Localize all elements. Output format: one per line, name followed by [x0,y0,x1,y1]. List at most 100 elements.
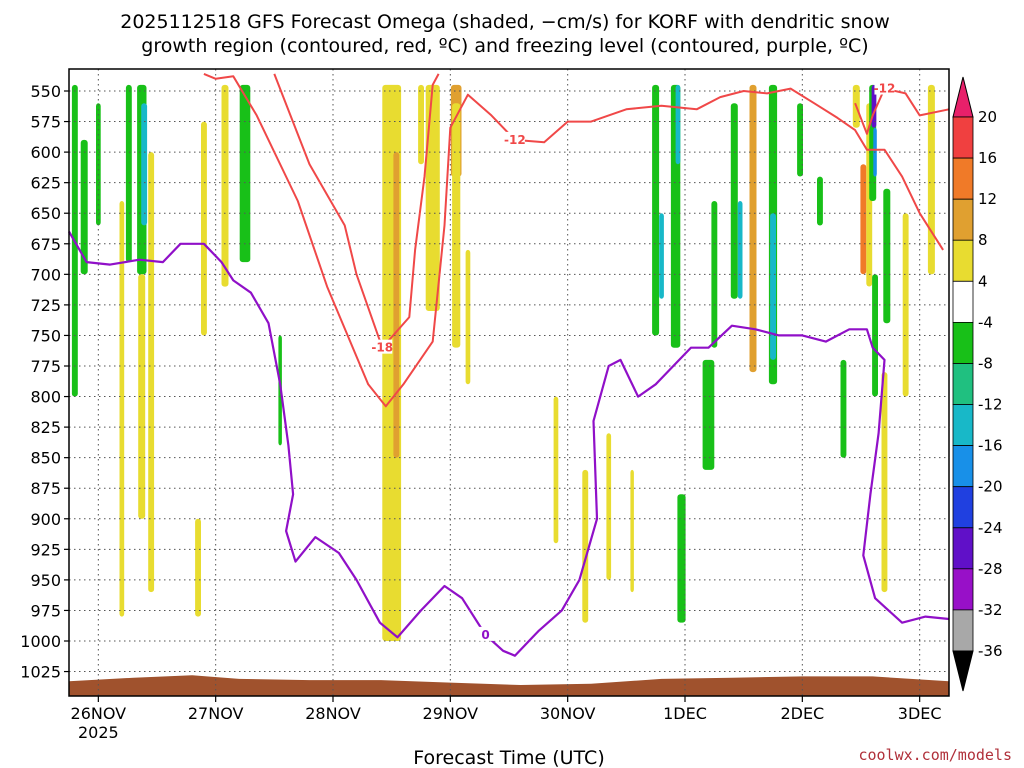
omega-cell [652,84,660,336]
surface-fill [69,675,949,696]
contour-label: -18 [371,341,393,355]
freezing-level-contour: 0 [68,231,950,657]
colorbar-label: 4 [978,272,988,290]
omega-cell [221,84,229,287]
colorbar-swatch [952,363,974,405]
omega-cell [452,103,461,348]
colorbar-label: -28 [978,560,1003,578]
colorbar-swatch [952,486,974,529]
x-tick-label: 29NOV [423,704,479,723]
omega-cell [119,201,125,617]
y-tick-label: 1000 [20,632,61,651]
omega-shading [71,84,935,641]
omega-cell [881,372,888,593]
y-tick-label: 625 [30,174,61,193]
omega-cell [677,494,686,623]
contour-label-bg [372,339,393,354]
x-axis-label: Forecast Time (UTC) [413,747,604,768]
x-tick-label: 26NOV [71,704,127,723]
omega-cell [465,249,471,385]
y-tick-label: 825 [30,418,61,437]
colorbar-swatch [952,198,974,241]
colorbar-label: -36 [978,642,1003,660]
y-tick-label: 875 [30,479,61,498]
omega-cell [606,433,612,580]
y-tick-label: 750 [30,326,61,345]
colorbar-label: -4 [978,313,993,331]
contour-label: -12 [504,133,526,147]
x-tick-sublabel: 2025 [78,723,119,742]
y-tick-label: 600 [30,143,61,162]
y-tick-label: 725 [30,296,61,315]
omega-cell [817,176,823,226]
omega-cell [393,152,400,458]
omega-cell [749,84,757,373]
y-tick-label: 850 [30,449,61,468]
plot-frame [68,68,950,697]
omega-cell [702,359,715,470]
contour-line [68,231,950,657]
omega-cell [737,201,743,299]
colorbar-label: -24 [978,519,1003,537]
colorbar-swatch [952,321,974,364]
terrain-surface [69,675,949,696]
contour-line [203,72,944,408]
colorbar-swatch [952,116,974,159]
colorbar-label: -16 [978,437,1003,455]
colorbar-swatch [952,527,974,570]
omega-cell [148,152,155,593]
omega-cell [239,84,251,263]
contour-label-bg [504,131,525,146]
y-axis: 550 575 600 625 650 675 700 725 750 775 800 825 850 8… [20,82,69,682]
x-tick-label: 2DEC [780,704,824,723]
omega-cell [201,121,207,336]
x-tick-label: 3DEC [898,704,942,723]
colorbar-label: 20 [978,108,997,126]
colorbar-label: 16 [978,149,997,167]
omega-cell [630,469,634,593]
colorbar-swatch [952,568,974,611]
y-tick-label: 550 [30,82,61,101]
chart-title-line1: 2025112518 GFS Forecast Omega (shaded, −… [120,11,890,33]
contour-label: 0 [481,628,489,642]
colorbar-swatch [952,157,974,200]
contour-line [273,73,440,349]
y-tick-label: 900 [30,510,61,529]
colorbar-swatch [952,280,974,323]
colorbar-swatch [952,404,974,446]
x-tick-label: 1DEC [663,704,707,723]
colorbar-swatch [952,445,974,488]
omega-cell [730,103,738,299]
contour-label: -12 [874,82,896,96]
omega-cell [553,396,559,544]
contour-label-bg [475,626,496,641]
omega-cell [582,469,589,623]
colorbar-label: -20 [978,478,1003,496]
omega-cell [80,139,88,275]
colorbar: 20 16 12 8 4 -4 -8 -12 -16 -20 -24 -28 -32 -36 [952,76,1003,692]
colorbar-top-arrow [952,76,974,118]
omega-cell [195,518,201,617]
y-tick-label: 700 [30,265,61,284]
x-tick-label: 27NOV [188,704,244,723]
contour-label-bg [874,80,895,95]
omega-cell [883,188,891,324]
colorbar-label: -32 [978,601,1003,619]
y-tick-label: 975 [30,601,61,620]
y-tick-label: 575 [30,113,61,132]
omega-cell [425,84,440,312]
y-tick-label: 675 [30,235,61,254]
grid-lines [69,69,949,696]
colorbar-label: 8 [978,231,988,249]
credit-link[interactable]: coolwx.com/models [858,746,1012,764]
omega-cell [125,84,132,263]
colorbar-label: -8 [978,355,993,373]
omega-cell [418,84,424,165]
x-tick-label: 30NOV [540,704,596,723]
x-tick-label: 28NOV [305,704,361,723]
omega-cell [770,213,776,360]
dendritic-growth-contours: -12 -18 -12 [203,72,950,408]
omega-cell [675,84,681,165]
